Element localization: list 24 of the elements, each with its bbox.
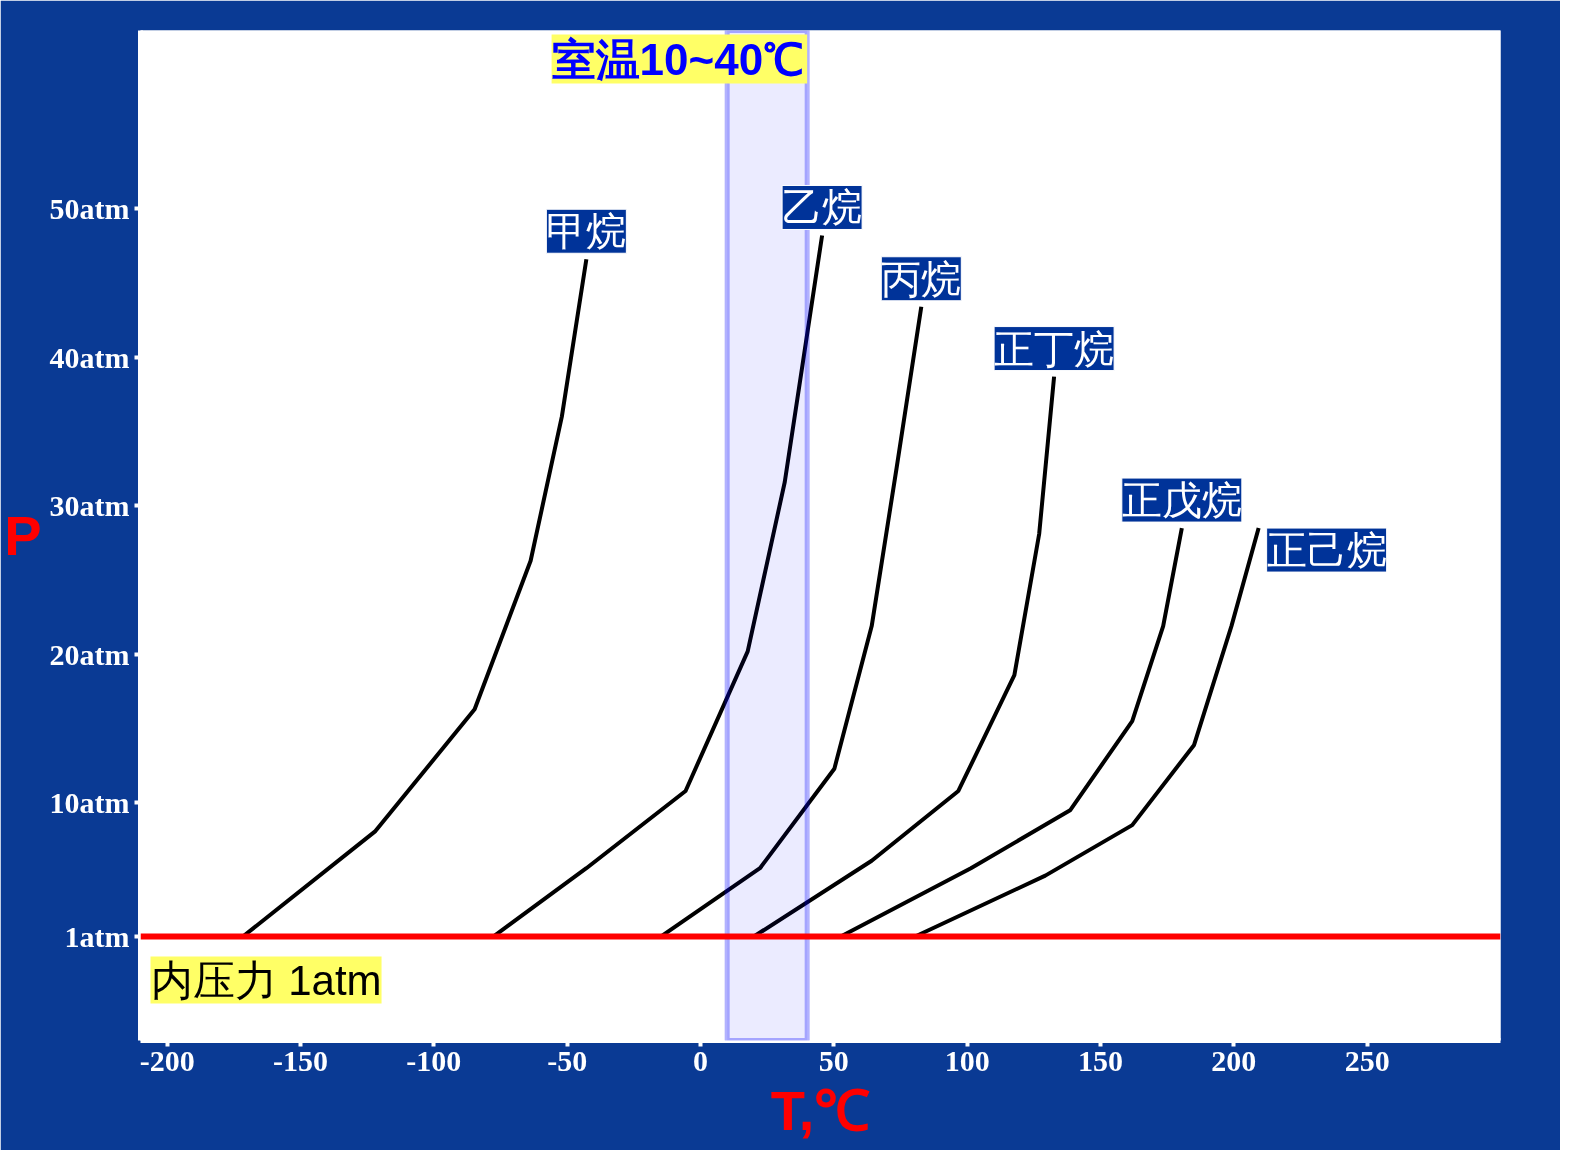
x-tick-label: -200 <box>139 1043 195 1077</box>
series-label: 正己烷 <box>1266 528 1387 573</box>
band-label: 室温10~40℃ <box>551 34 805 84</box>
x-tick-label: -50 <box>547 1043 588 1077</box>
y-tick-label: 10atm <box>49 786 130 820</box>
x-axis-title: T,℃ <box>770 1078 871 1142</box>
x-tick-label: 100 <box>944 1043 990 1077</box>
y-tick-label: 1atm <box>64 920 130 954</box>
y-tick-label: 30atm <box>49 489 130 523</box>
y-axis-title: P <box>4 504 42 567</box>
x-tick-label: 200 <box>1211 1043 1257 1077</box>
x-tick-label: -150 <box>273 1043 328 1077</box>
series-label: 正戊烷 <box>1121 478 1242 523</box>
y-tick-label: 50atm <box>49 192 130 226</box>
y-tick-label: 20atm <box>49 637 130 671</box>
x-tick-label: -100 <box>406 1043 462 1077</box>
y-tick-label: 40atm <box>49 340 130 374</box>
ref-line-label: 内压力 1atm <box>150 956 382 1004</box>
x-tick-label: 50 <box>818 1043 849 1077</box>
x-tick-label: 150 <box>1078 1043 1123 1077</box>
x-tick-label: 250 <box>1344 1043 1390 1077</box>
x-tick-label: 0 <box>693 1043 708 1077</box>
series-label: 甲烷 <box>546 209 627 254</box>
series-label: 乙烷 <box>782 185 863 230</box>
